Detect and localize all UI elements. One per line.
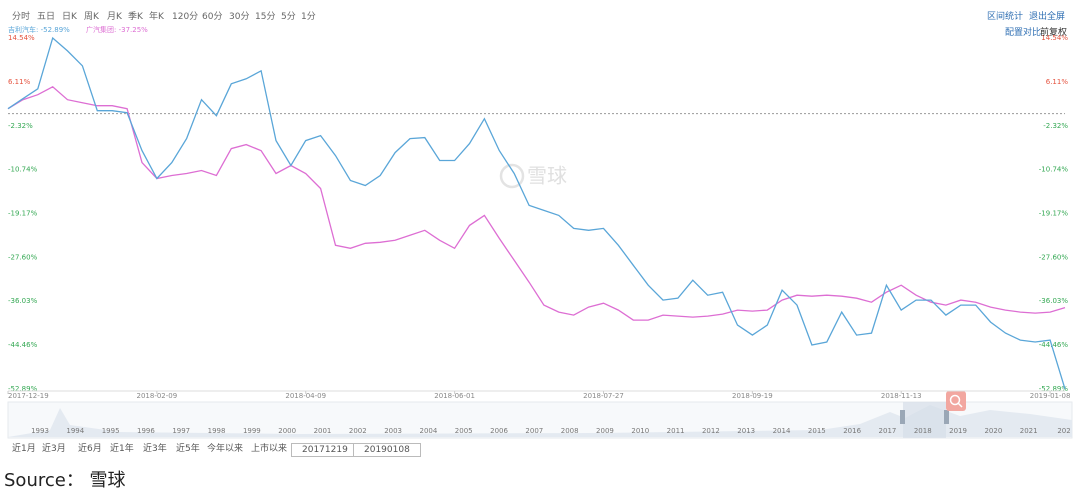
toolbar-button[interactable]: 月K (107, 12, 122, 22)
navigator-year: 2007 (525, 427, 543, 435)
toolbar-button[interactable]: 30分 (229, 12, 250, 22)
toolbar-button[interactable]: 1分 (301, 12, 316, 22)
navigator-year: 2015 (808, 427, 826, 435)
range-button[interactable]: 近1月 (12, 444, 36, 454)
chart: 雪球 14.54% 14.54% 6.11% 6.11% -2.32% -2.32% -10… (7, 34, 1073, 439)
navigator-year: 1995 (102, 427, 120, 435)
navigator-year: 2002 (349, 427, 367, 435)
navigator-year: 2009 (596, 427, 614, 435)
zoom-icon (957, 402, 963, 408)
legend-entry[interactable]: 吉利汽车: -52.89% (8, 26, 70, 34)
watermark-logo (499, 163, 525, 189)
y-tick-label: -2.32% (8, 122, 33, 130)
navigator-area (8, 405, 1072, 437)
y-tick-label: 6.11% (8, 78, 31, 86)
toolbar-link[interactable]: 区间统计 (987, 12, 1024, 22)
navigator-year: 2018 (914, 427, 932, 435)
toolbar-button[interactable]: 5分 (281, 12, 296, 22)
navigator-year: 2001 (314, 427, 332, 435)
navigator-year: 1997 (172, 427, 190, 435)
range-button[interactable]: 近3月 (42, 444, 66, 454)
navigator-year: 2014 (773, 427, 791, 435)
range-button[interactable]: 近6月 (78, 444, 102, 454)
x-tick-label: 2018-09-19 (732, 392, 773, 400)
navigator-year: 2021 (1020, 427, 1038, 435)
y-tick-label: -52.89% (8, 385, 38, 393)
option[interactable]: 配置对比 (1005, 28, 1042, 38)
navigator-year: 2013 (737, 427, 755, 435)
y-tick-label-right: -2.32% (1043, 122, 1068, 130)
navigator-year: 2012 (702, 427, 720, 435)
watermark: 雪球 (527, 164, 567, 188)
x-tick-label: 2018-11-13 (881, 392, 922, 400)
range-button[interactable]: 上市以来 (251, 444, 288, 454)
range-button[interactable]: 近5年 (176, 444, 200, 454)
y-tick-label-right: -52.89% (1039, 385, 1069, 393)
navigator-year: 2006 (490, 427, 508, 435)
toolbar-button[interactable]: 周K (84, 12, 99, 22)
navigator-year: 2005 (455, 427, 473, 435)
x-tick-label: 2017-12-19 (8, 392, 49, 400)
navigator-year: 2017 (879, 427, 897, 435)
y-tick-label-right: 6.11% (1046, 78, 1069, 86)
y-tick-label-right: -36.03% (1039, 297, 1069, 305)
toolbar-button[interactable]: 日K (62, 12, 77, 22)
toolbar-button[interactable]: 季K (128, 12, 143, 22)
navigator-year: 2004 (419, 427, 437, 435)
date-input[interactable]: 20190108 (353, 443, 421, 457)
y-tick-label: -44.46% (8, 341, 38, 349)
y-tick-label-right: 14.54% (1041, 34, 1068, 42)
navigator-year: 1993 (31, 427, 49, 435)
x-tick-label: 2019-01-08 (1030, 392, 1071, 400)
navigator-year: 2010 (631, 427, 649, 435)
x-tick-label: 2018-02-09 (137, 392, 178, 400)
source: Source： 雪球 (4, 470, 126, 491)
y-tick-label: -19.17% (8, 209, 38, 217)
zoom-icon (949, 394, 961, 406)
y-tick-label: 14.54% (8, 34, 35, 42)
navigator-year: 1998 (208, 427, 226, 435)
y-tick-label-right: -44.46% (1039, 341, 1069, 349)
range-button[interactable]: 近1年 (110, 444, 134, 454)
toolbar-button[interactable]: 分时 (12, 12, 31, 22)
series-line (7, 86, 1066, 321)
toolbar-button[interactable]: 120分 (172, 12, 199, 22)
range-button[interactable]: 近3年 (143, 444, 167, 454)
navigator-year: 2019 (949, 427, 967, 435)
navigator-year: 2003 (384, 427, 402, 435)
range-button[interactable]: 今年以来 (207, 444, 244, 454)
toolbar-link[interactable]: 退出全屏 (1029, 12, 1066, 22)
y-tick-label: -27.60% (8, 253, 38, 261)
series-line (7, 36, 1066, 390)
x-tick-label: 2018-04-09 (285, 392, 326, 400)
legend-entry[interactable]: 广汽集团: -37.25% (86, 26, 148, 34)
date-input[interactable]: 20171219 (291, 443, 359, 457)
navigator-selection[interactable] (903, 402, 946, 438)
navigator-year: 2000 (278, 427, 296, 435)
navigator-year: 1996 (137, 427, 155, 435)
x-tick-label: 2018-07-27 (583, 392, 624, 400)
zoom-button[interactable] (946, 391, 966, 411)
navigator-year: 2011 (667, 427, 685, 435)
navigator-year: 202 (1057, 427, 1070, 435)
navigator-handle[interactable] (944, 410, 949, 424)
y-tick-label: -10.74% (8, 166, 38, 174)
y-tick-label-right: -27.60% (1039, 253, 1069, 261)
toolbar-button[interactable]: 年K (149, 12, 164, 22)
y-tick-label-right: -10.74% (1039, 166, 1069, 174)
toolbar-button[interactable]: 五日 (37, 12, 56, 22)
toolbar-button[interactable]: 15分 (255, 12, 276, 22)
navigator-year: 1999 (243, 427, 261, 435)
option[interactable]: 前复权 (1040, 28, 1068, 38)
x-tick-label: 2018-06-01 (434, 392, 475, 400)
navigator-year: 2008 (561, 427, 579, 435)
navigator-handle[interactable] (900, 410, 905, 424)
navigator-year: 2016 (843, 427, 861, 435)
y-tick-label: -36.03% (8, 297, 38, 305)
navigator-year: 1994 (66, 427, 84, 435)
toolbar-button[interactable]: 60分 (202, 12, 223, 22)
navigator-year: 2020 (984, 427, 1002, 435)
y-tick-label-right: -19.17% (1039, 209, 1069, 217)
